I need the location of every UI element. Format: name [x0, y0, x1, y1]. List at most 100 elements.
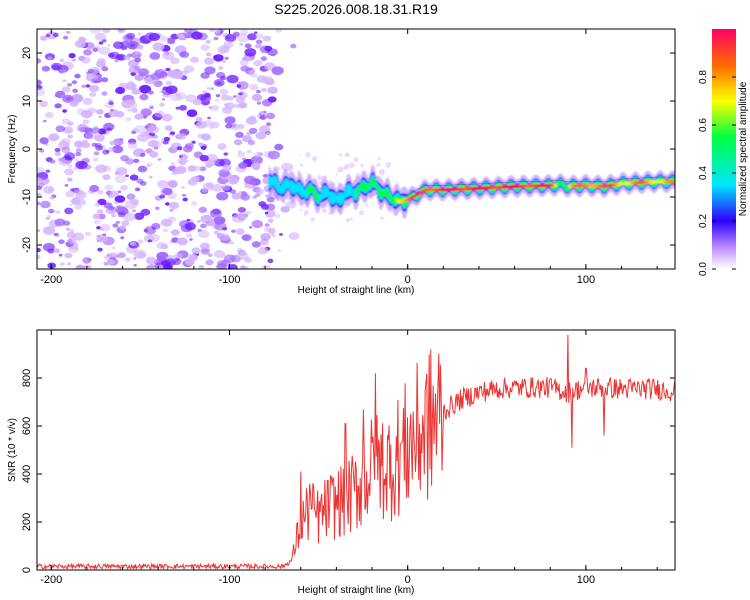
ridge-core-cell — [605, 184, 608, 188]
ridge-core-cell — [431, 188, 433, 192]
ridge-cell — [326, 187, 328, 198]
ridge-cell — [422, 186, 424, 192]
noise-blob — [223, 254, 236, 263]
noise-blob — [192, 141, 196, 144]
ridge-core-cell — [614, 182, 616, 187]
ridge-core-cell — [664, 179, 666, 184]
noise-blob — [39, 148, 45, 153]
noise-blob — [71, 80, 78, 85]
ridge-core-cell — [608, 183, 610, 188]
noise-blob — [162, 187, 173, 196]
ridge-cell — [336, 195, 338, 203]
ridge-core-cell — [646, 180, 648, 184]
ridge-cell — [300, 184, 303, 197]
noise-blob — [74, 39, 87, 48]
noise-blob — [101, 91, 108, 96]
y-tick-label: 20 — [21, 47, 33, 59]
noise-blob — [75, 264, 85, 269]
noise-blob — [97, 189, 104, 195]
noise-speck — [349, 217, 353, 221]
noise-blob — [231, 229, 236, 233]
noise-blob — [72, 166, 78, 171]
noise-blob — [252, 195, 257, 199]
ridge-cell — [284, 178, 286, 191]
noise-blob — [167, 38, 176, 45]
ridge-cell — [564, 185, 567, 190]
noise-blob — [93, 151, 100, 156]
noise-blob — [265, 122, 272, 127]
ridge-cell — [341, 192, 343, 205]
ridge-cell — [608, 181, 610, 186]
ridge-core-cell — [420, 190, 423, 195]
noise-blob — [170, 229, 180, 236]
noise-blob — [62, 109, 67, 113]
noise-blob — [169, 208, 174, 212]
noise-blob — [102, 165, 112, 172]
noise-blob — [237, 207, 246, 213]
noise-blob — [202, 90, 207, 94]
noise-blob — [58, 239, 65, 244]
ridge-core-cell — [507, 185, 509, 189]
noise-blob — [175, 92, 187, 100]
noise-blob — [249, 115, 257, 120]
ridge-cell — [454, 189, 456, 194]
ridge-cell — [397, 195, 399, 203]
noise-blob — [106, 259, 116, 265]
ridge-cell — [480, 188, 482, 193]
ridge-core-cell — [416, 192, 418, 197]
noise-blob — [112, 223, 119, 228]
ridge-cell — [503, 187, 506, 192]
noise-blob — [206, 217, 214, 223]
ridge-core-cell — [405, 198, 408, 202]
ridge-core-cell — [611, 183, 613, 187]
noise-blob — [237, 149, 242, 153]
noise-blob — [213, 230, 220, 235]
noise-blob — [274, 143, 284, 151]
noise-blob — [48, 133, 60, 142]
noise-blob — [125, 82, 137, 91]
noise-blob — [89, 184, 100, 193]
ridge-cell — [324, 185, 326, 198]
noise-blob — [162, 51, 175, 60]
ridge-core-cell — [672, 179, 674, 184]
noise-blob — [185, 233, 193, 238]
noise-blob — [96, 60, 106, 68]
ridge-core-cell — [582, 183, 584, 188]
ridge-cell — [388, 191, 390, 200]
noise-blob — [243, 55, 251, 62]
ridge-cell — [323, 185, 325, 199]
noise-blob — [260, 56, 267, 61]
ridge-core-cell — [540, 183, 542, 188]
colorbar-tick-label: 0.8 — [698, 70, 709, 84]
noise-blob — [237, 229, 245, 235]
ridge-cell — [435, 185, 437, 190]
noise-blob — [247, 139, 256, 146]
ridge-core-cell — [494, 185, 496, 190]
ridge-cell — [590, 185, 592, 191]
noise-blob — [96, 109, 104, 115]
ridge-cell — [301, 186, 304, 198]
noise-blob — [67, 83, 73, 87]
noise-blob — [147, 239, 152, 243]
noise-blob — [89, 29, 102, 34]
ridge-core-cell — [542, 183, 545, 188]
noise-blob — [120, 185, 128, 191]
noise-blob — [109, 190, 119, 198]
ridge-core-cell — [586, 183, 588, 188]
noise-blob — [281, 162, 294, 172]
ridge-core-cell — [580, 184, 582, 188]
ridge-core-cell — [628, 181, 630, 185]
noise-blob — [182, 193, 187, 197]
noise-blob — [237, 151, 246, 158]
noise-blob — [240, 193, 251, 201]
ridge-core-cell — [490, 185, 492, 190]
ridge-core-cell — [429, 188, 431, 192]
x-tick-label: -100 — [218, 574, 240, 586]
noise-blob — [68, 238, 76, 244]
ridge-cell — [403, 198, 405, 207]
ridge-cell — [577, 185, 579, 191]
noise-blob — [74, 73, 81, 79]
noise-blob — [253, 31, 258, 34]
ridge-cell — [555, 184, 557, 189]
ridge-core-cell — [613, 183, 615, 187]
